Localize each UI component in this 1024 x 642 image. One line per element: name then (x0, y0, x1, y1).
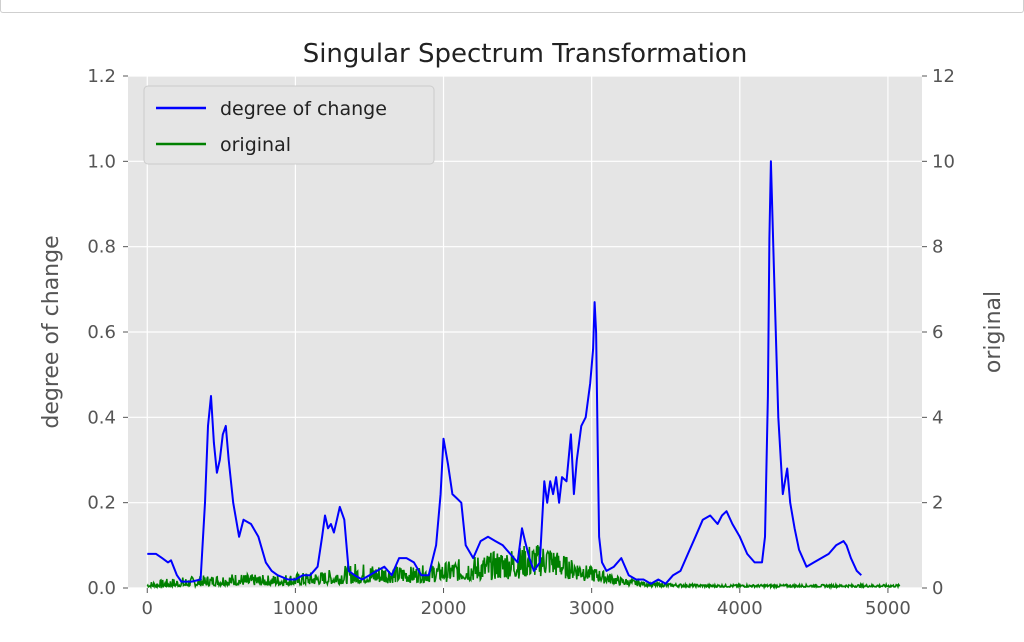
y-axis-label-left: degree of change (39, 235, 64, 428)
y-tick-label-left: 1.0 (87, 151, 116, 172)
x-tick-label: 0 (142, 598, 153, 619)
series-lines (146, 160, 901, 591)
series-degree-of-change (147, 160, 862, 585)
y-tick-label-right: 6 (932, 322, 943, 343)
chart-title: Singular Spectrum Transformation (303, 39, 748, 69)
y-tick-label-left: 1.2 (87, 66, 116, 87)
legend-label-original: original (220, 134, 291, 156)
y-tick-label-right: 0 (932, 578, 943, 599)
y-tick-label-right: 2 (932, 493, 943, 514)
y-tick-label-left: 0.4 (87, 407, 116, 428)
y-tick-label-left: 0.2 (87, 493, 116, 514)
legend-box (143, 85, 435, 165)
legend-label-degree: degree of change (220, 98, 387, 120)
legend: degree of change original (143, 85, 435, 165)
series-original (146, 545, 901, 591)
y-tick-label-right: 8 (932, 237, 943, 258)
x-tick-label: 3000 (569, 598, 615, 619)
x-tick-label: 5000 (865, 598, 911, 619)
tick-marks: 0 1000 2000 3000 4000 5000 0.0 0 0.2 2 0.4 4 0.6 6 0.8… (87, 66, 955, 619)
y-axis-label-right: original (981, 291, 1006, 373)
x-tick-label: 2000 (421, 598, 467, 619)
y-tick-label-left: 0.8 (87, 237, 116, 258)
y-tick-label-left: 0.6 (87, 322, 116, 343)
x-tick-label: 1000 (272, 598, 318, 619)
y-tick-label-left: 0.0 (87, 578, 116, 599)
x-tick-label: 4000 (717, 598, 763, 619)
y-tick-label-right: 12 (932, 66, 955, 87)
y-tick-label-right: 4 (932, 407, 943, 428)
y-tick-label-right: 10 (932, 151, 955, 172)
